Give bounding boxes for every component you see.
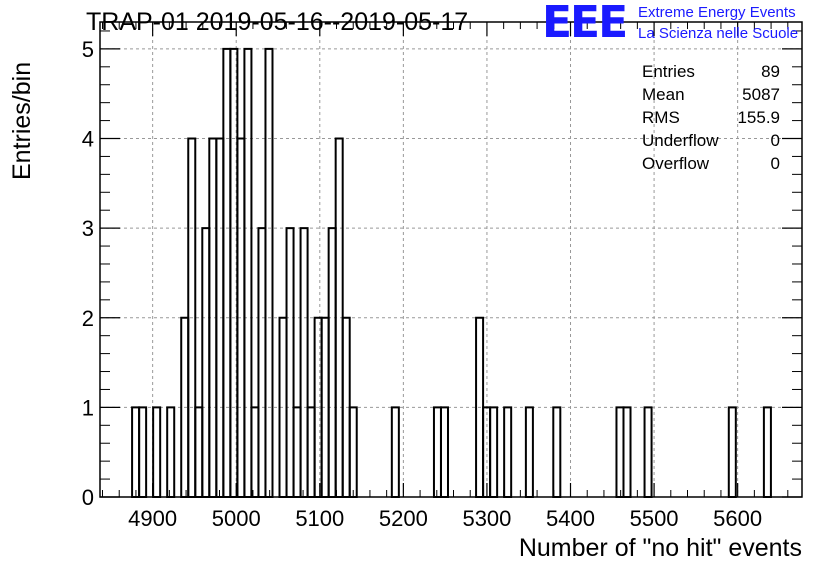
histogram-bin	[250, 406, 260, 498]
histogram-bin	[201, 227, 211, 498]
y-tick-label: 3	[82, 216, 94, 241]
histogram-bin	[292, 406, 302, 498]
logo-line-1: Extreme Energy Events	[638, 4, 796, 21]
y-tick-label: 0	[82, 485, 94, 510]
histogram-bin	[348, 406, 358, 498]
stats-row-overflow: Overflow 0	[642, 152, 780, 175]
histogram-bin	[299, 227, 309, 498]
histogram-bin	[390, 406, 400, 498]
stats-value: 0	[770, 131, 780, 150]
y-tick-label: 1	[82, 395, 94, 420]
y-tick-label: 2	[82, 306, 94, 331]
x-tick-label: 5100	[295, 506, 344, 531]
plot-frame	[99, 21, 803, 498]
logo-line-2: La Scienza nelle Scuole	[638, 25, 799, 42]
histogram-bin	[503, 406, 513, 498]
histogram-bin	[152, 406, 162, 498]
stats-label: Mean	[642, 85, 685, 104]
histogram-bin	[622, 406, 632, 498]
stats-value: 155.9	[737, 108, 780, 127]
histogram-bin	[643, 406, 653, 498]
stats-label: Overflow	[642, 154, 710, 173]
stats-value: 0	[770, 154, 780, 173]
x-axis-label: Number of "no hit" events	[518, 534, 802, 562]
histogram-bin	[131, 406, 141, 498]
histogram-bin	[285, 227, 295, 498]
x-tick-label: 5400	[546, 506, 595, 531]
stats-box: Entries 89 Mean 5087 RMS 155.9 Underflow…	[642, 60, 780, 175]
stats-value: 5087	[742, 85, 780, 104]
stats-row-entries: Entries 89	[642, 60, 780, 83]
histogram-bin	[243, 47, 253, 499]
y-tick-label: 4	[82, 127, 94, 152]
y-axis-label: Entries/bin	[8, 61, 36, 180]
histogram-bin	[432, 406, 442, 498]
histogram-bin	[524, 406, 534, 498]
histogram-bin	[264, 47, 274, 499]
histogram-bin	[229, 47, 239, 499]
stats-value: 89	[761, 62, 780, 81]
stats-row-rms: RMS 155.9	[642, 106, 780, 129]
x-tick-label: 5300	[462, 506, 511, 531]
stats-label: Entries	[642, 62, 695, 81]
histogram-bin	[327, 227, 337, 498]
histogram-bin	[306, 406, 316, 498]
x-tick-label: 5500	[630, 506, 679, 531]
x-tick-label: 5000	[212, 506, 261, 531]
histogram-bin	[222, 47, 232, 499]
histogram-bin	[489, 406, 499, 498]
stats-label: Underflow	[642, 131, 719, 150]
y-tick-label: 5	[82, 37, 94, 62]
x-tick-label: 5200	[379, 506, 428, 531]
histogram-bin	[257, 227, 267, 498]
histogram-bin	[194, 406, 204, 498]
chart-title: TRAP-01 2019-05-16--2019-05-17	[86, 8, 469, 36]
stats-label: RMS	[642, 108, 680, 127]
x-tick-label: 4900	[128, 506, 177, 531]
histogram-bin	[138, 406, 148, 498]
histogram-bin	[727, 406, 737, 498]
histogram-bin	[552, 406, 562, 498]
histogram-bin	[439, 406, 449, 498]
x-tick-label: 5600	[713, 506, 762, 531]
stats-row-mean: Mean 5087	[642, 83, 780, 106]
eee-logo: EEE	[542, 0, 628, 48]
histogram-bin	[615, 406, 625, 498]
stats-row-underflow: Underflow 0	[642, 129, 780, 152]
histogram-bin	[166, 406, 176, 498]
histogram-bin	[762, 406, 772, 498]
